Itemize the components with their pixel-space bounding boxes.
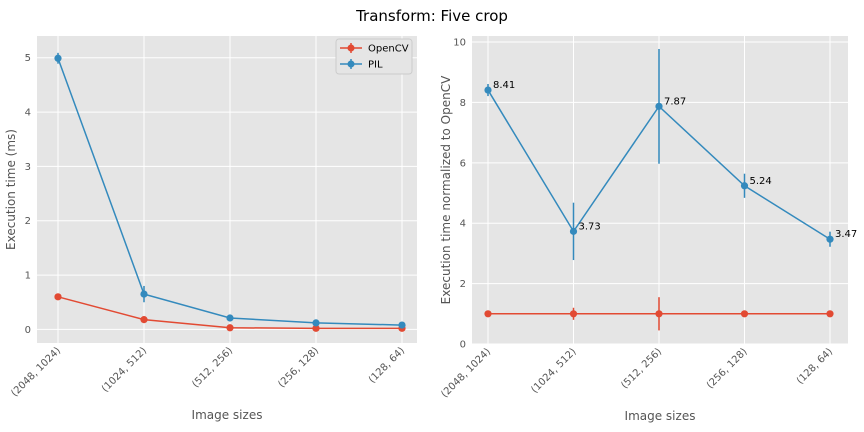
chart2-ytick-label: 8: [460, 98, 466, 109]
chart2-x-axis-label: Image sizes: [625, 409, 696, 423]
chart1-xtick-label: (256, 128): [276, 345, 321, 390]
chart2-xtick-label: (128, 64): [795, 346, 835, 386]
chart2-xtick-label: (256, 128): [705, 346, 750, 391]
chart2-plot-area: [472, 36, 848, 344]
chart2-ytick-label: 0: [460, 340, 466, 351]
chart2-ytick-label: 4: [460, 219, 466, 230]
left-chart-panel: 0 1 2 3 4 5 (2048, 1024) (1024, 512) (512, 256) (…: [4, 36, 417, 422]
chart1-opencv-point: [312, 324, 320, 332]
chart1-ytick-label: 4: [25, 108, 31, 119]
figure-title: Transform: Five crop: [355, 7, 508, 25]
chart2-xtick-label: (2048, 1024): [439, 346, 493, 400]
chart2-pil-point: [484, 86, 492, 94]
chart1-plot-area: [37, 36, 417, 343]
chart2-ytick-label: 10: [453, 38, 466, 49]
chart2-pil-point: [569, 227, 578, 235]
chart1-ytick-label: 5: [25, 53, 31, 64]
chart2-opencv-point: [826, 310, 834, 318]
chart1-xtick-label: (2048, 1024): [9, 345, 63, 399]
chart1-pil-point: [54, 54, 62, 62]
chart1-legend: OpenCV PIL: [335, 38, 413, 75]
chart1-pil-point: [140, 290, 148, 298]
chart2-ytick-label: 2: [460, 279, 466, 290]
chart2-opencv-point: [569, 310, 578, 318]
chart1-x-axis-label: Image sizes: [192, 408, 263, 422]
chart1-xtick-label: (1024, 512): [100, 345, 149, 394]
chart1-ytick-label: 2: [25, 216, 31, 227]
chart2-y-axis-label: Execution time normalized to OpenCV: [439, 75, 453, 304]
chart1-ytick-label: 0: [25, 325, 31, 336]
chart1-pil-point: [226, 314, 234, 322]
chart2-pil-data-label: 7.87: [664, 96, 686, 107]
chart2-pil-data-label: 3.73: [579, 221, 601, 232]
chart2-xtick-label: (1024, 512): [529, 346, 578, 395]
chart2-pil-point: [655, 102, 663, 110]
chart1-opencv-point: [226, 324, 234, 332]
chart2-opencv-point: [484, 310, 492, 318]
chart2-pil-data-label: 5.24: [750, 176, 772, 187]
chart1-legend-label: PIL: [368, 60, 383, 71]
chart1-ytick-label: 3: [25, 162, 31, 173]
chart1-opencv-point: [140, 316, 148, 324]
chart1-ytick-label: 1: [25, 271, 31, 282]
chart1-y-axis-label: Execution time (ms): [4, 129, 18, 250]
chart1-pil-point: [398, 321, 406, 329]
chart1-legend-marker: [347, 60, 355, 68]
chart1-xtick-label: (512, 256): [190, 345, 235, 390]
chart2-pil-data-label: 8.41: [493, 80, 515, 91]
chart2-ytick-label: 6: [460, 158, 466, 169]
chart2-pil-point: [740, 182, 749, 190]
chart2-opencv-point: [740, 310, 749, 318]
chart1-legend-label: OpenCV: [368, 44, 409, 55]
chart2-pil-data-label: 3.47: [835, 229, 857, 240]
chart1-legend-marker: [347, 44, 355, 52]
chart2-xtick-label: (512, 256): [619, 346, 664, 391]
right-chart-panel: 0 2 4 6 8 10 (2048, 1024) (1024, 512) (512, 256)…: [439, 36, 857, 423]
chart1-xtick-label: (128, 64): [367, 345, 407, 385]
chart2-opencv-point: [655, 310, 663, 318]
chart1-pil-point: [312, 319, 320, 327]
chart2-pil-point: [826, 235, 834, 243]
chart1-opencv-point: [54, 293, 62, 301]
